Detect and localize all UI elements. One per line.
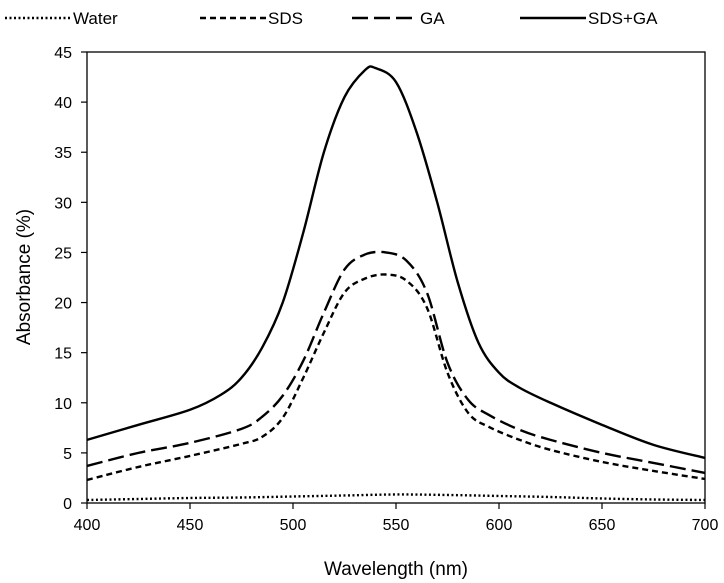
legend-label-water: Water	[73, 9, 118, 28]
x-tick-label: 600	[486, 517, 513, 534]
x-tick-label: 650	[589, 517, 616, 534]
y-tick-label: 40	[54, 95, 72, 112]
series-line-sds	[86, 273, 706, 482]
y-axis: 0 5 10 15 20 25 30 35 40 45	[54, 45, 87, 513]
y-axis-label: Absorbance (%)	[14, 209, 35, 345]
plot-area-frame	[86, 51, 706, 504]
x-tick-label: 400	[74, 517, 101, 534]
y-tick-label: 20	[54, 296, 72, 313]
x-axis-label: Wavelength (nm)	[324, 559, 468, 580]
x-axis: 400 450 500 550 600 650 700	[74, 503, 719, 534]
legend-label-ga: GA	[420, 9, 445, 28]
y-tick-label: 10	[54, 396, 72, 413]
y-tick-label: 35	[54, 145, 72, 162]
y-tick-label: 0	[63, 496, 72, 513]
series-layer	[86, 65, 706, 502]
legend-label-sds-ga: SDS+GA	[588, 9, 658, 28]
x-tick-label: 450	[177, 517, 204, 534]
x-tick-label: 550	[383, 517, 410, 534]
y-tick-label: 45	[54, 45, 72, 62]
series-line-sds-ga	[86, 65, 706, 460]
y-tick-label: 30	[54, 195, 72, 212]
series-line-water	[86, 493, 706, 502]
x-tick-label: 700	[692, 517, 719, 534]
legend-label-sds: SDS	[268, 9, 303, 28]
y-tick-label: 5	[63, 446, 72, 463]
x-tick-label: 500	[280, 517, 307, 534]
series-line-ga	[86, 250, 706, 475]
legend: Water SDS GA SDS+GA	[5, 9, 658, 28]
y-tick-label: 15	[54, 346, 72, 363]
y-tick-label: 25	[54, 245, 72, 262]
